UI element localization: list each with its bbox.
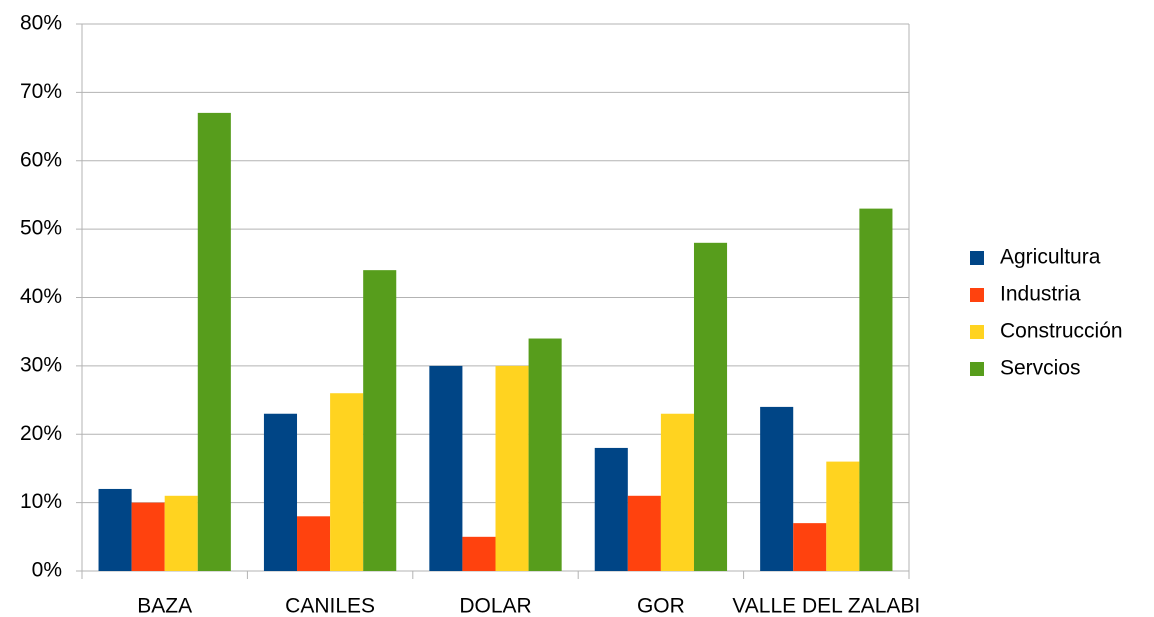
y-tick-label: 60%	[20, 148, 62, 171]
y-tick-label: 70%	[20, 80, 62, 103]
x-tick-label: DOLAR	[459, 595, 531, 617]
bar	[164, 495, 198, 571]
bar	[793, 523, 827, 571]
legend-swatch	[970, 288, 984, 302]
y-tick-label: 80%	[20, 12, 62, 35]
y-tick-label: 40%	[20, 285, 62, 308]
legend-label: Construcción	[1000, 320, 1123, 343]
bar	[297, 516, 331, 571]
bar	[429, 365, 463, 571]
bar	[363, 270, 397, 571]
bar	[495, 365, 529, 571]
bar	[859, 208, 893, 572]
x-tick-label: BAZA	[137, 595, 192, 617]
legend-swatch	[970, 325, 984, 339]
bar	[197, 112, 231, 571]
bar	[462, 536, 496, 571]
bar	[693, 242, 728, 572]
y-tick-label: 0%	[32, 559, 62, 582]
legend-label: Agricultura	[1000, 246, 1101, 269]
x-tick-label: VALLE DEL ZALABI	[732, 595, 920, 617]
bar	[98, 488, 132, 571]
bar	[660, 413, 694, 571]
bar	[528, 338, 562, 571]
legend-swatch	[970, 362, 984, 376]
x-tick-label: GOR	[637, 595, 685, 617]
legend-swatch	[970, 251, 984, 265]
bar	[627, 495, 661, 571]
y-tick-label: 10%	[20, 490, 62, 513]
legend-label: Servcios	[1000, 357, 1081, 380]
y-tick-label: 50%	[20, 217, 62, 240]
bar	[330, 393, 364, 571]
legend-label: Industria	[1000, 283, 1081, 306]
y-tick-label: 20%	[20, 422, 62, 445]
bar	[760, 406, 794, 571]
bar	[594, 447, 628, 571]
bar	[131, 502, 165, 571]
bar	[826, 461, 860, 571]
bar	[263, 413, 298, 571]
x-tick-label: CANILES	[285, 595, 375, 617]
y-tick-label: 30%	[20, 353, 62, 376]
